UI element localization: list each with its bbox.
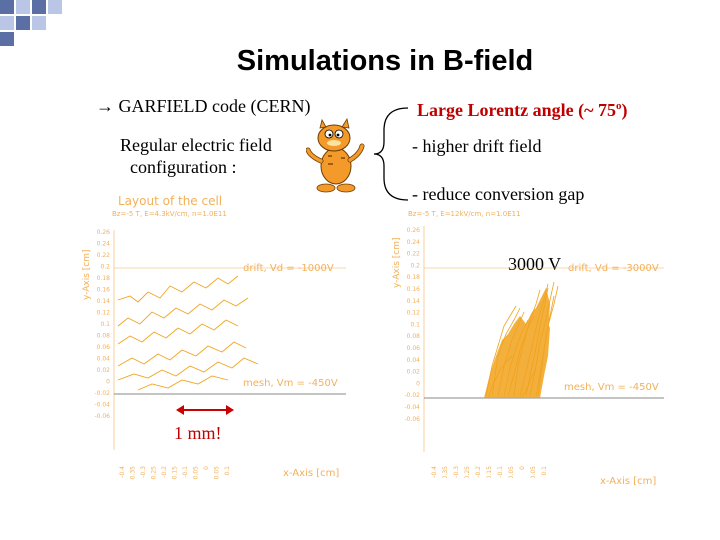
right-y-tick-label: 0.08 [407,333,421,340]
left-x-tick-label: 0 [203,466,210,470]
left-x-tick-label: -0.25 [151,466,158,480]
right-y-tick-label: 0.12 [407,310,421,317]
right-y-ticks: 0.26 0.24 0.22 0.2 0.18 0.16 0.14 0.12 0.1 0.08 0.… [404,227,420,423]
bullet-garfield: → GARFIELD code (CERN) [96,96,311,116]
degree-sup: o [616,100,622,112]
lorentz-heading-text: Large Lorentz angle (~ 75 [417,100,616,120]
right-x-axis-label: x-Axis [cm] [600,476,657,487]
right-y-tick-label: -0.04 [404,404,420,411]
left-x-tick-label: -0.35 [130,466,137,480]
right-trace-density [484,288,550,398]
right-x-tick-label: -0.35 [442,466,449,478]
lorentz-heading-end: ) [621,100,628,120]
right-y-tick-label: 0.26 [407,227,421,234]
left-y-tick-label: 0.26 [97,229,111,236]
left-mesh-label: mesh, Vm = -450V [243,378,338,389]
left-x-tick-label: 0.05 [214,466,221,480]
left-y-tick-label: 0.06 [97,344,111,351]
right-x-tick-label: -0.05 [508,466,515,478]
right-x-tick-label: -0.2 [475,466,482,478]
left-y-tick-label: 0.14 [97,298,111,305]
right-x-tick-label: -0.3 [453,466,460,478]
left-x-axis-label: x-Axis [cm] [283,468,340,479]
right-y-tick-label: 0.16 [407,286,421,293]
left-y-tick-label: 0.16 [97,287,111,294]
right-x-tick-label: 0 [519,466,526,470]
left-x-tick-label: 0.1 [224,466,231,476]
lorentz-heading: Large Lorentz angle (~ 75o) [417,100,628,121]
item-reduce-gap: - reduce conversion gap [412,184,585,204]
right-drift-label: drift, Vd = -3000V [568,263,659,274]
left-plot-title: Layout of the cell [118,194,223,208]
left-y-tick-label: 0.02 [97,367,111,374]
scale-arrow-icon [176,405,234,415]
right-x-ticks: -0.4 -0.35 -0.3 -0.25 -0.2 -0.15 -0.1 -0.05 0 0.0… [431,466,548,478]
left-y-tick-label: 0.24 [97,241,111,248]
config-line-2: configuration : [130,157,237,177]
right-x-tick-label: -0.4 [431,466,438,478]
right-y-tick-label: 0.1 [410,321,420,328]
left-y-ticks: 0.26 0.24 0.22 0.2 0.18 0.16 0.14 0.12 0.1 0.08 0.… [94,229,110,420]
right-y-tick-label: 0.22 [407,251,421,258]
right-x-tick-label: -0.25 [464,466,471,478]
left-x-tick-label: -0.15 [172,466,179,480]
left-y-tick-label: -0.02 [94,390,110,397]
scale-label: 1 mm! [174,423,222,443]
left-x-tick-label: -0.3 [140,466,147,478]
right-mesh-label: mesh, Vm = -450V [564,382,659,393]
right-plot-subtitle: Bz=-5 T, E=12kV/cm, n=1.0E11 [408,210,521,218]
config-line-1: Regular electric field [120,135,272,155]
left-plot: 0.26 0.24 0.22 0.2 0.18 0.16 0.14 0.12 0.1 0.08 0.… [94,229,346,480]
left-x-tick-label: -0.05 [193,466,200,480]
right-y-tick-label: 0.2 [410,262,420,269]
left-x-tick-label: -0.2 [161,466,168,478]
left-y-tick-label: 0.18 [97,275,111,282]
right-y-tick-label: 0.06 [407,345,421,352]
voltage-label: 3000 V [508,254,562,274]
right-y-tick-label: 0.04 [407,357,421,364]
left-y-tick-label: 0.12 [97,310,111,317]
left-plot-subtitle: Bz=-5 T, E=4.3kV/cm, n=1.0E11 [112,210,227,218]
page-title: Simulations in B-field [236,45,534,77]
left-y-tick-label: 0.22 [97,252,111,259]
right-x-tick-label: -0.15 [486,466,493,478]
left-x-tick-label: -0.4 [119,466,126,478]
curly-brace-icon [373,107,409,201]
garfield-cartoon-icon [306,117,365,193]
right-y-tick-label: 0.18 [407,274,421,281]
right-y-tick-label: 0.02 [407,369,421,376]
left-y-tick-label: -0.04 [94,402,110,409]
right-x-tick-label: -0.1 [497,466,504,478]
right-y-tick-label: -0.02 [404,392,420,399]
right-plot: 0.26 0.24 0.22 0.2 0.18 0.16 0.14 0.12 0.1 0.08 0.… [404,226,664,478]
left-x-tick-label: -0.1 [182,466,189,478]
left-drift-traces [117,275,259,391]
right-y-tick-label: 0.24 [407,239,421,246]
left-y-tick-label: 0.1 [100,321,110,328]
right-y-tick-label: 0 [416,380,420,387]
left-y-tick-label: 0.04 [97,356,111,363]
right-x-tick-label: 0.1 [541,466,548,476]
right-y-tick-label: 0.14 [407,298,421,305]
right-x-tick-label: 0.05 [530,466,537,478]
left-y-tick-label: 0.08 [97,333,111,340]
left-x-ticks: -0.4 -0.35 -0.3 -0.25 -0.2 -0.15 -0.1 -0.05 0 0.0… [119,466,231,480]
left-y-tick-label: 0 [106,379,110,386]
left-y-tick-label: -0.06 [94,413,110,420]
left-y-tick-label: 0.2 [100,264,110,271]
right-y-tick-label: -0.06 [404,416,420,423]
left-drift-label: drift, Vd = -1000V [243,263,334,274]
item-higher-drift: - higher drift field [412,136,542,156]
